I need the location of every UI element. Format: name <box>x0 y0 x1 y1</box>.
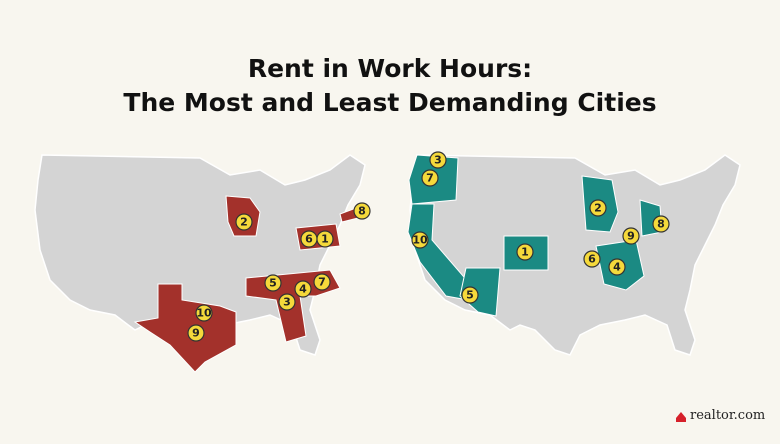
marker-dot <box>235 213 253 231</box>
marker-label: 2 <box>240 216 248 229</box>
marker-dot <box>622 227 640 245</box>
marker-dot <box>583 250 601 268</box>
marker-dot <box>608 258 626 276</box>
marker-label: 10 <box>196 307 212 320</box>
marker-label: 3 <box>434 154 442 167</box>
logo-icon <box>676 412 686 422</box>
marker-dot <box>278 293 296 311</box>
marker-label: 9 <box>627 230 635 243</box>
marker-dot <box>294 280 312 298</box>
logo: realtor.com <box>690 408 765 423</box>
marker-dot <box>589 199 607 217</box>
marker-label: 4 <box>613 261 621 274</box>
marker-label: 1 <box>321 233 329 246</box>
title-line: The Most and Least Demanding Cities <box>123 88 656 117</box>
marker-label: 6 <box>588 253 596 266</box>
marker-label: 8 <box>657 218 665 231</box>
marker-label: 10 <box>412 234 428 247</box>
marker-label: 9 <box>192 327 200 340</box>
marker-dot <box>313 273 331 291</box>
marker-label: 3 <box>283 296 291 309</box>
marker-label: 5 <box>466 289 474 302</box>
marker-dot <box>187 324 205 342</box>
title-line: Rent in Work Hours: <box>248 54 532 83</box>
marker-dot <box>461 286 479 304</box>
marker-dot <box>195 304 213 322</box>
marker-dot <box>264 274 282 292</box>
marker-label: 8 <box>358 205 366 218</box>
marker-dot <box>411 231 429 249</box>
marker-label: 7 <box>318 276 326 289</box>
marker-label: 4 <box>299 283 307 296</box>
marker-dot <box>316 230 334 248</box>
marker-dot <box>429 151 447 169</box>
marker-label: 1 <box>521 246 529 259</box>
marker-dot <box>516 243 534 261</box>
marker-label: 7 <box>426 172 434 185</box>
marker-dot <box>421 169 439 187</box>
marker-label: 2 <box>594 202 602 215</box>
marker-dot <box>353 202 371 220</box>
marker-label: 6 <box>305 233 313 246</box>
marker-dot <box>652 215 670 233</box>
marker-label: 5 <box>269 277 277 290</box>
